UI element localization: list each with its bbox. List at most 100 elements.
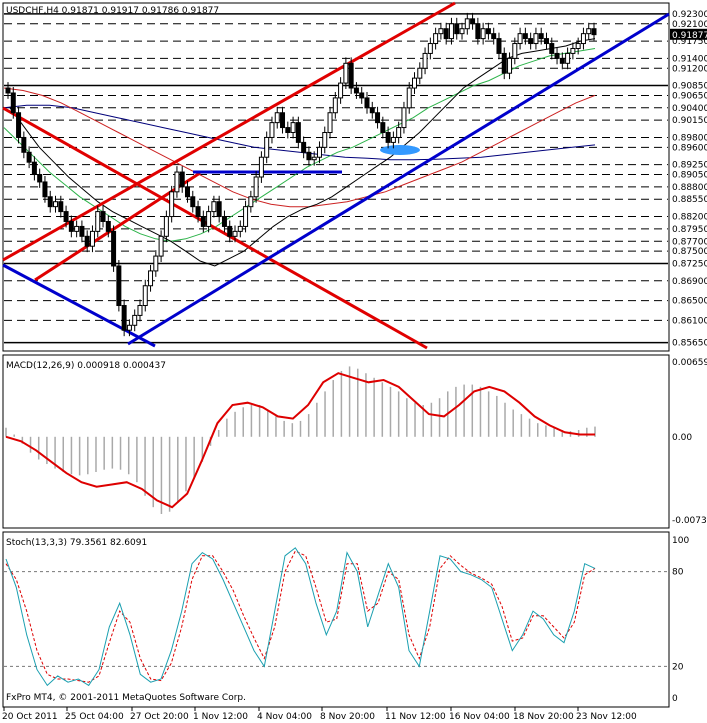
macd-axis-label: -0.00733 <box>672 516 707 526</box>
candle-body <box>306 151 312 161</box>
candle-body <box>586 28 592 35</box>
candle-body <box>565 52 571 64</box>
time-axis-label: 8 Nov 20:00 <box>320 712 375 722</box>
candle-body <box>221 216 227 227</box>
candle-body <box>68 220 74 232</box>
stoch-panel-frame <box>2 531 670 708</box>
candle-body <box>491 33 497 40</box>
ma-navy-line <box>3 104 596 161</box>
candle-body <box>206 211 212 227</box>
candle-body <box>417 67 423 79</box>
candle-body <box>132 314 138 326</box>
current-price-marker <box>670 28 707 40</box>
candle-body <box>359 92 365 99</box>
price-level-label: 0.86500 <box>672 297 707 307</box>
candle-body <box>74 225 80 232</box>
candle-body <box>369 107 375 114</box>
price-level-label: 0.87950 <box>672 225 707 235</box>
price-level-label: 0.92100 <box>672 20 707 30</box>
candle-body <box>433 33 439 45</box>
candle-body <box>496 38 502 54</box>
time-axis-label: 1 Nov 12:00 <box>193 712 248 722</box>
candle-body <box>412 77 418 89</box>
candle-body <box>63 211 69 222</box>
candle-body <box>142 285 148 307</box>
macd-indicator: 0.006591 0.00 -0.00733 <box>5 358 707 526</box>
stochastic-indicator: 100 80 20 0 <box>4 536 689 704</box>
candle-body <box>37 174 43 183</box>
red-descending-line[interactable] <box>2 106 428 350</box>
price-level-label: 0.85650 <box>672 339 707 349</box>
candle-body <box>258 156 264 178</box>
candle-body <box>148 270 154 287</box>
candle-body <box>549 43 555 54</box>
candle-body <box>485 28 491 35</box>
candle-body <box>243 206 249 227</box>
candle-body <box>116 265 122 307</box>
price-level-label: 0.86900 <box>672 277 707 287</box>
candle-body <box>475 23 481 40</box>
time-axis-label: 27 Oct 20:00 <box>130 712 189 722</box>
candle-body <box>184 186 190 198</box>
candle-body <box>26 151 32 163</box>
price-level-label: 0.91400 <box>672 54 707 64</box>
candle-body <box>385 132 391 143</box>
time-axis-label: 20 Oct 2011 <box>2 712 58 722</box>
time-axis-label: 23 Nov 12:00 <box>576 712 637 722</box>
candle-body <box>248 196 254 208</box>
price-level-label: 0.90400 <box>672 104 707 114</box>
price-level-label: 0.92300 <box>672 10 707 20</box>
candle-body <box>53 201 59 208</box>
candle-body <box>100 211 106 222</box>
candle-body <box>353 87 359 94</box>
blue-descending-line[interactable] <box>2 263 156 348</box>
candle-body <box>301 141 307 153</box>
candle-body <box>179 171 185 188</box>
time-axis-label: 25 Oct 04:00 <box>65 712 124 722</box>
candle-body <box>253 176 259 198</box>
blue-support-line[interactable] <box>127 12 670 346</box>
red-channel-lower-line[interactable] <box>34 171 201 282</box>
stoch-axis-label: 0 <box>672 694 678 704</box>
price-level-label: 0.87500 <box>672 247 707 257</box>
candle-body <box>5 87 11 94</box>
candle-body <box>580 33 586 45</box>
candle-body <box>533 33 539 45</box>
macd-axis-label: 0.00 <box>672 433 692 443</box>
candle-body <box>10 92 16 114</box>
macd-signal-line <box>5 372 595 509</box>
price-level-label: 0.89050 <box>672 171 707 181</box>
candle-body <box>364 97 370 109</box>
candle-body <box>480 28 486 40</box>
candle-body <box>42 181 48 198</box>
macd-panel-frame <box>2 354 670 529</box>
time-axis-label: 16 Nov 04:00 <box>449 712 510 722</box>
candle-body <box>169 191 175 218</box>
price-level-label: 0.89800 <box>672 133 707 143</box>
candle-body <box>459 28 465 35</box>
stoch-axis-label: 80 <box>672 568 684 578</box>
candle-body <box>591 28 597 36</box>
copyright-text: FxPro MT4, © 2001-2011 MetaQuotes Softwa… <box>6 693 246 703</box>
price-level-label: 0.89250 <box>672 161 707 171</box>
candle-body <box>559 57 565 64</box>
current-price-label: 0.91877 <box>672 31 707 41</box>
candle-body <box>84 235 90 247</box>
candle-body <box>195 206 201 218</box>
candle-body <box>285 127 291 134</box>
stoch-signal-line <box>5 550 596 683</box>
candle-body <box>200 216 206 227</box>
highlight-ellipse <box>380 145 420 155</box>
candle-body <box>295 122 301 143</box>
candle-body <box>343 62 349 84</box>
time-axis-label: 18 Nov 20:00 <box>513 712 574 722</box>
candle-body <box>163 216 169 237</box>
stoch-main-line <box>5 547 596 687</box>
price-level-label: 0.87700 <box>672 237 707 247</box>
candle-body <box>31 161 37 176</box>
candle-body <box>380 122 386 134</box>
red-channel-upper-line[interactable] <box>2 1 456 262</box>
price-level-label: 0.88550 <box>672 195 707 205</box>
ma-green-line <box>3 48 596 242</box>
